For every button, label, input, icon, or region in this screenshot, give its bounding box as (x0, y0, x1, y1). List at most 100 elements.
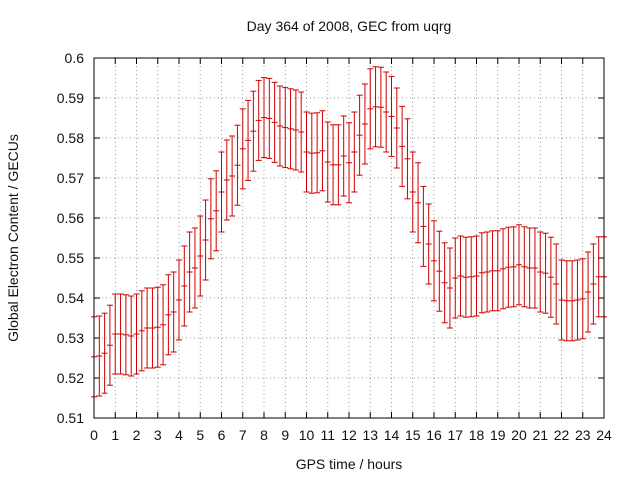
data-point (117, 293, 124, 375)
data-point (298, 91, 305, 173)
data-point (245, 99, 252, 181)
data-point (510, 226, 517, 308)
data-point (170, 271, 177, 353)
data-series (91, 66, 607, 398)
data-point (436, 230, 443, 312)
x-tick-label: 1 (111, 427, 119, 443)
data-point (239, 108, 246, 190)
data-point (457, 235, 464, 317)
data-point (516, 224, 522, 306)
data-point (393, 87, 400, 169)
data-point (197, 215, 204, 297)
data-point (234, 124, 241, 206)
x-tick-label: 14 (384, 427, 400, 443)
data-point (149, 287, 156, 369)
data-point (420, 185, 427, 267)
data-point (255, 79, 262, 161)
data-point (351, 111, 358, 193)
data-point (346, 122, 352, 204)
y-tick-label: 0.52 (57, 370, 84, 386)
data-point (106, 304, 113, 386)
x-tick-label: 16 (426, 427, 442, 443)
data-point (154, 286, 161, 368)
data-point (292, 89, 299, 171)
y-axis-label: Global Electron Content / GECUs (5, 134, 21, 342)
data-point (218, 151, 225, 233)
data-point (452, 237, 459, 319)
data-point (505, 226, 512, 308)
x-tick-label: 15 (405, 427, 421, 443)
data-point (340, 115, 347, 197)
x-tick-label: 2 (133, 427, 141, 443)
data-point (276, 85, 283, 167)
data-point (202, 199, 209, 281)
data-point (425, 203, 432, 285)
plot-frame (93, 57, 605, 419)
data-point (160, 284, 167, 366)
y-tick-label: 0.57 (57, 170, 84, 186)
data-point (361, 83, 368, 165)
data-point (112, 293, 119, 375)
x-axis-label: GPS time / hours (296, 456, 403, 472)
data-point (144, 287, 151, 369)
data-point (308, 112, 315, 194)
data-point (330, 124, 337, 206)
y-tick-label: 0.58 (57, 130, 84, 146)
data-point (266, 77, 273, 159)
data-point (133, 293, 140, 375)
data-point (404, 118, 411, 200)
data-point (521, 226, 528, 308)
data-point (531, 227, 538, 309)
data-point (462, 236, 469, 318)
y-tick-label: 0.51 (57, 410, 84, 426)
data-point (122, 294, 129, 376)
data-point (478, 232, 485, 314)
data-point (563, 260, 570, 342)
x-tick-label: 0 (90, 427, 98, 443)
data-point (526, 227, 533, 309)
data-point (542, 232, 549, 314)
data-point (128, 295, 135, 377)
data-point (446, 247, 453, 329)
x-tick-label: 20 (511, 427, 527, 443)
x-tick-label: 12 (341, 427, 357, 443)
data-point (181, 245, 188, 327)
x-tick-label: 3 (154, 427, 162, 443)
data-point (335, 124, 342, 206)
data-point (431, 220, 437, 302)
data-point (441, 242, 448, 324)
x-tick-label: 19 (490, 427, 506, 443)
data-point (223, 139, 230, 221)
data-point (489, 230, 496, 312)
data-point (229, 135, 236, 217)
data-point (558, 259, 565, 341)
data-point (409, 151, 416, 233)
data-point (176, 259, 182, 341)
data-point (282, 87, 289, 169)
x-tick-label: 13 (362, 427, 378, 443)
data-point (574, 259, 581, 341)
data-point (372, 66, 379, 148)
data-point (494, 230, 501, 312)
data-point (356, 94, 363, 176)
data-point (579, 258, 586, 340)
data-point (585, 251, 592, 333)
data-point (553, 243, 560, 325)
data-point (500, 228, 507, 310)
data-point (569, 260, 576, 342)
data-point (484, 231, 491, 313)
data-point (314, 112, 321, 194)
x-tick-label: 8 (260, 427, 268, 443)
data-point (186, 231, 193, 313)
y-tick-label: 0.6 (65, 50, 85, 66)
data-point (537, 231, 544, 313)
data-point (138, 290, 145, 372)
data-point (383, 71, 390, 153)
data-point (590, 243, 597, 325)
x-tick-label: 5 (196, 427, 204, 443)
grid-lines (94, 58, 604, 418)
data-point (250, 90, 257, 172)
data-point (473, 235, 480, 317)
y-tick-label: 0.59 (57, 90, 84, 106)
